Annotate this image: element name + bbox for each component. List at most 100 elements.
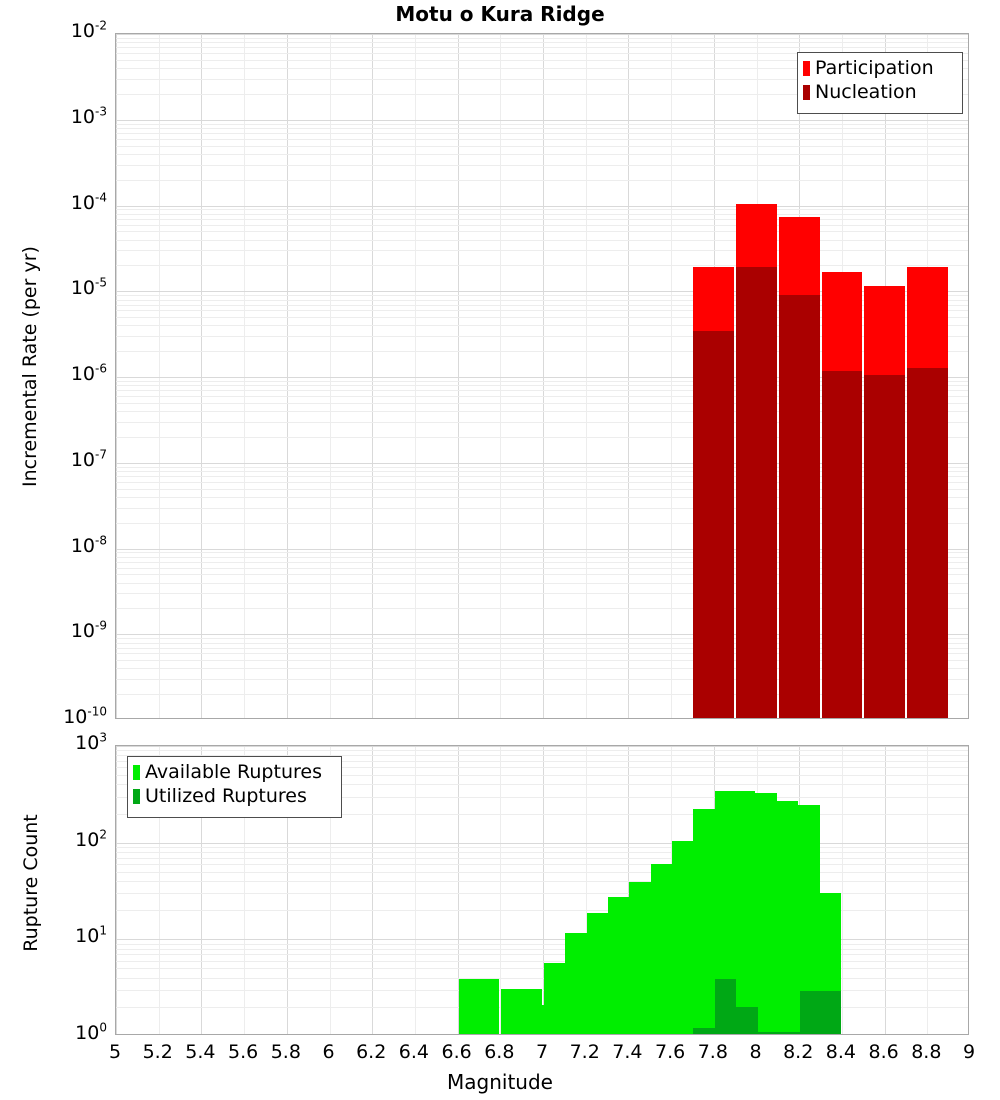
legend-item: Nucleation (803, 80, 955, 104)
x-tick-label: 7.6 (654, 1041, 686, 1063)
gridline-vertical (458, 746, 459, 1034)
gridline-horizontal (116, 574, 968, 575)
gridline-vertical (116, 746, 117, 1034)
gridline-horizontal (116, 139, 968, 140)
gridline-vertical (842, 746, 843, 1034)
gridline-vertical (116, 34, 117, 718)
gridline-horizontal (116, 79, 968, 80)
gridline-horizontal (116, 471, 968, 472)
gridline-horizontal (116, 124, 968, 125)
gridline-horizontal (116, 377, 968, 378)
gridline-horizontal (116, 858, 968, 859)
gridline-horizontal (116, 94, 968, 95)
gridline-horizontal (116, 390, 968, 391)
gridline-horizontal (116, 949, 968, 950)
y-tick-label: 10-5 (70, 275, 107, 300)
x-axis-label: Magnitude (447, 1070, 553, 1094)
gridline-horizontal (116, 593, 968, 594)
gridline-vertical (287, 746, 288, 1034)
y-tick-label: 10-3 (70, 104, 107, 128)
gridline-horizontal (116, 47, 968, 48)
gridline-vertical (927, 746, 928, 1034)
gridline-horizontal (116, 305, 968, 306)
gridline-horizontal (116, 381, 968, 382)
gridline-horizontal (116, 562, 968, 563)
bar-available-ruptures (458, 979, 500, 1034)
gridline-horizontal (116, 814, 968, 815)
legend-item: Utilized Ruptures (133, 784, 334, 808)
gridline-horizontal (116, 767, 968, 768)
bar-utilized-ruptures (693, 1028, 735, 1034)
bar-utilized-ruptures (757, 1031, 799, 1034)
x-tick-label: 5.2 (142, 1041, 173, 1063)
gridline-horizontal (116, 146, 968, 147)
gridline-horizontal (116, 219, 968, 220)
x-tick-label: 8.4 (825, 1041, 856, 1063)
bar-nucleation (736, 267, 777, 718)
legend-label: Participation (815, 56, 934, 79)
gridline-horizontal (116, 638, 968, 639)
y-tick-label: 10-4 (70, 190, 107, 214)
y-tick-label: 10-2 (70, 18, 107, 42)
gridline-vertical (159, 34, 160, 718)
gridline-horizontal (116, 240, 968, 241)
top-bars (116, 34, 968, 718)
x-tick-label: 5.4 (185, 1041, 216, 1063)
gridline-horizontal (116, 660, 968, 661)
gridline-vertical (159, 746, 160, 1034)
bar-nucleation (693, 330, 735, 718)
gridline-vertical (415, 34, 416, 718)
gridline-vertical (330, 746, 331, 1034)
gridline-horizontal (116, 583, 968, 584)
gridline-horizontal (116, 750, 968, 751)
gridline-horizontal (116, 549, 968, 550)
gridline-horizontal (116, 128, 968, 129)
x-tick-label: 6.2 (356, 1041, 387, 1063)
gridline-vertical (628, 34, 629, 718)
legend-swatch-icon (133, 764, 140, 780)
gridline-horizontal (116, 133, 968, 134)
gridline-horizontal (116, 476, 968, 477)
y-tick-label: 103 (75, 730, 107, 754)
x-tick-label: 8.8 (911, 1041, 942, 1063)
gridline-horizontal (116, 467, 968, 468)
y-tick-label: 100 (75, 1020, 107, 1044)
gridline-horizontal (116, 42, 968, 43)
gridline-horizontal (116, 310, 968, 311)
gridline-horizontal (116, 954, 968, 955)
legend-item: Available Ruptures (133, 760, 334, 784)
gridline-horizontal (116, 648, 968, 649)
gridline-vertical (543, 746, 544, 1034)
gridline-horizontal (116, 784, 968, 785)
gridline-horizontal (116, 250, 968, 251)
x-tick-label: 7.8 (697, 1041, 728, 1063)
gridline-horizontal (116, 437, 968, 438)
gridline-vertical (287, 34, 288, 718)
gridline-vertical (372, 34, 373, 718)
bar-utilized-ruptures (800, 990, 841, 1034)
gridline-horizontal (116, 165, 968, 166)
x-tick-label: 5.6 (227, 1041, 259, 1063)
gridline-vertical (372, 746, 373, 1034)
gridline-vertical (885, 746, 886, 1034)
bar-nucleation (864, 375, 905, 718)
bottom-y-axis-label: Rupture Count (20, 814, 42, 952)
gridline-horizontal (116, 482, 968, 483)
gridline-horizontal (116, 403, 968, 404)
chart-title: Motu o Kura Ridge (395, 2, 605, 26)
gridline-horizontal (116, 746, 968, 747)
gridline-horizontal (116, 910, 968, 911)
gridline-vertical (415, 746, 416, 1034)
gridline-horizontal (116, 608, 968, 609)
x-tick-label: 6.4 (398, 1041, 429, 1063)
gridline-horizontal (116, 694, 968, 695)
legend-label: Available Ruptures (145, 760, 322, 783)
gridline-horizontal (116, 864, 968, 865)
gridline-horizontal (116, 396, 968, 397)
legend-swatch-icon (133, 788, 140, 804)
gridline-vertical (628, 746, 629, 1034)
top-y-axis-label: Incremental Rate (per yr) (19, 246, 41, 487)
gridline-horizontal (116, 317, 968, 318)
gridline-horizontal (116, 843, 968, 844)
gridline-horizontal (116, 422, 968, 423)
